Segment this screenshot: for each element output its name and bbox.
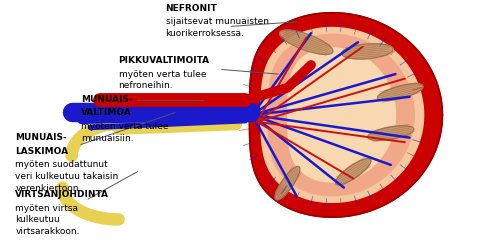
Text: myöten suodattunut
veri kulkeutuu takaisin
verenkiertoon.: myöten suodattunut veri kulkeutuu takais… bbox=[16, 160, 118, 193]
Text: LASKIMOA: LASKIMOA bbox=[16, 147, 68, 156]
Text: MUNUAIS-: MUNUAIS- bbox=[16, 133, 67, 142]
Text: myöten verta tulee
munuaisiin.: myöten verta tulee munuaisiin. bbox=[81, 122, 168, 143]
Ellipse shape bbox=[275, 166, 300, 200]
Polygon shape bbox=[268, 34, 414, 196]
Ellipse shape bbox=[342, 44, 393, 59]
Text: MUNUAIS-: MUNUAIS- bbox=[81, 95, 133, 104]
Polygon shape bbox=[288, 48, 396, 182]
Text: PIKKUVALTIMOITA: PIKKUVALTIMOITA bbox=[118, 56, 210, 65]
Text: VIRTSANJOHDINTA: VIRTSANJOHDINTA bbox=[16, 190, 110, 199]
Text: NEFRONIT: NEFRONIT bbox=[166, 4, 218, 13]
Ellipse shape bbox=[368, 126, 414, 141]
Text: VALTIMOA: VALTIMOA bbox=[81, 108, 132, 117]
Ellipse shape bbox=[336, 159, 371, 185]
Text: myöten virtsa
kulkeutuu
virtsarakkoon.: myöten virtsa kulkeutuu virtsarakkoon. bbox=[16, 204, 80, 236]
Text: myöten verta tulee
nefroneihin.: myöten verta tulee nefroneihin. bbox=[118, 69, 206, 90]
Ellipse shape bbox=[378, 84, 423, 101]
Ellipse shape bbox=[280, 30, 333, 54]
Polygon shape bbox=[250, 13, 442, 217]
Text: sijaitsevat munuaisten
kuorikerroksessa.: sijaitsevat munuaisten kuorikerroksessa. bbox=[166, 17, 268, 38]
Polygon shape bbox=[260, 28, 424, 202]
